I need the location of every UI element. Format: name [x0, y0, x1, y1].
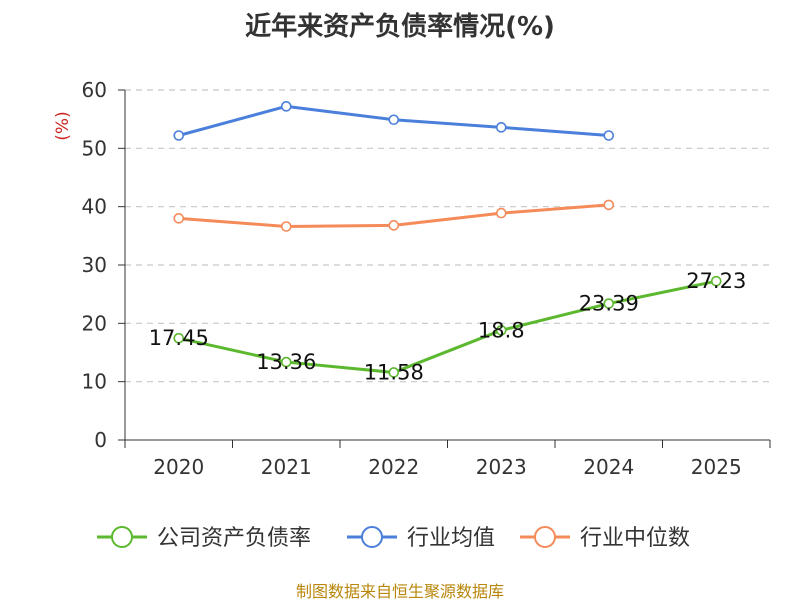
legend: 公司资产负债率 行业均值 行业中位数 [97, 526, 690, 551]
data-point [495, 325, 507, 336]
data-point [280, 221, 292, 232]
x-tick-label: 2023 [476, 455, 527, 479]
y-tick-label: 10 [82, 370, 107, 394]
legend-swatch-marker [361, 526, 383, 548]
data-labels: 17.45 13.36 11.58 18.8 23.39 27.23 [149, 269, 747, 384]
x-tick-label: 2020 [153, 455, 204, 479]
legend-label: 行业中位数 [580, 526, 690, 551]
data-point [388, 367, 400, 378]
data-point [388, 220, 400, 231]
data-point [710, 275, 722, 287]
y-tick-label: 30 [82, 253, 107, 277]
legend-swatch-marker [111, 526, 133, 548]
data-label: 13.36 [256, 350, 316, 374]
grid-lines [125, 89, 770, 383]
x-tick-label: 2025 [691, 455, 742, 479]
data-point [603, 199, 615, 211]
data-point [173, 213, 185, 224]
series-line [178, 279, 717, 374]
data-point [603, 298, 615, 309]
series-lines [173, 101, 722, 378]
y-tick-label: 40 [82, 195, 107, 219]
chart-title: 近年来资产负债率情况(%) [245, 12, 555, 42]
x-tick-label: 2022 [368, 455, 419, 479]
data-label: 18.8 [478, 318, 525, 342]
y-tick-label: 50 [82, 136, 107, 160]
data-point [280, 101, 292, 112]
y-tick-label: 0 [94, 428, 107, 452]
y-tick-label: 20 [82, 311, 107, 335]
data-point [173, 332, 185, 344]
x-tick-label: 2021 [261, 455, 312, 479]
data-label: 17.45 [149, 326, 209, 350]
axes: 0 10 20 30 40 50 60 (%) 2020 2021 2022 2023 2024 2025 [53, 78, 771, 479]
y-tick-label: 60 [82, 78, 107, 102]
legend-swatch-marker [534, 526, 556, 548]
data-point [495, 122, 507, 133]
y-axis-unit-label: (%) [53, 111, 73, 140]
data-point [603, 130, 615, 141]
source-note: 制图数据来自恒生聚源数据库 [295, 582, 504, 601]
data-point [173, 130, 185, 141]
data-label: 27.23 [686, 269, 746, 293]
legend-label: 行业均值 [407, 526, 495, 551]
data-label: 11.58 [364, 360, 424, 384]
data-point [388, 114, 400, 126]
legend-label: 公司资产负债率 [157, 526, 311, 551]
x-tick-label: 2024 [583, 455, 634, 479]
data-point [495, 207, 507, 219]
data-point [280, 356, 292, 368]
data-label: 23.39 [579, 292, 639, 316]
